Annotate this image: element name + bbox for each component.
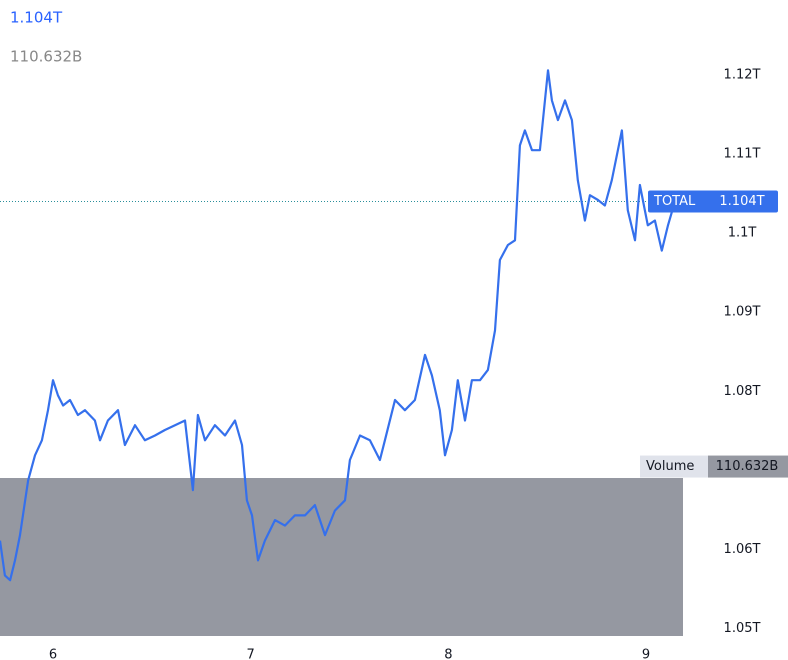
volume-label: 110.632B — [716, 459, 779, 474]
y-tick-label: 1.1T — [728, 226, 757, 241]
y-tick-label: 1.06T — [724, 542, 761, 557]
volume-area — [0, 478, 683, 636]
x-tick-label: 8 — [444, 648, 452, 660]
plot — [0, 69, 676, 582]
series-name: TOTAL — [653, 194, 696, 209]
y-tick-label: 1.08T — [724, 384, 761, 399]
volume-name: Volume — [646, 459, 694, 474]
y-tick-label: 1.12T — [724, 68, 761, 83]
last-value-box — [648, 190, 778, 213]
volume-name-box — [640, 455, 708, 478]
last-value-label: 1.104T — [719, 194, 764, 209]
y-tick-label: 1.11T — [724, 147, 761, 162]
y-tick-label: 1.09T — [724, 305, 761, 320]
volume-value-box — [708, 455, 788, 478]
header-price: 1.104T — [10, 9, 63, 27]
y-tick-label: 1.05T — [724, 621, 761, 636]
x-tick-label: 7 — [247, 648, 255, 660]
x-tick-label: 9 — [642, 648, 650, 660]
price-line — [0, 69, 676, 582]
header-volume: 110.632B — [10, 48, 82, 66]
x-tick-label: 6 — [49, 648, 57, 660]
